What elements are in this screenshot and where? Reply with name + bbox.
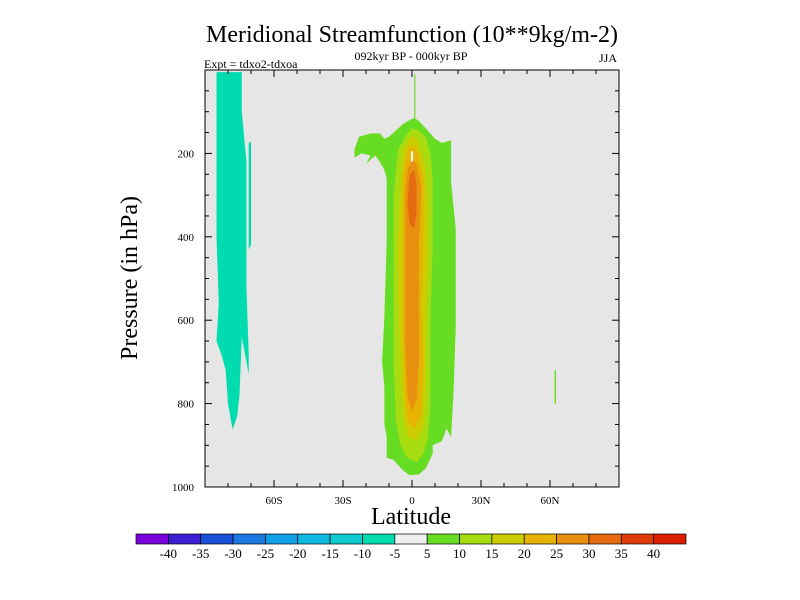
colorbar-label: 15 [485,546,498,561]
colorbar-label: -10 [354,546,371,561]
colorbar-label: -15 [321,546,338,561]
colorbar-label: 10 [453,546,466,561]
colorbar-label: -5 [389,546,400,561]
y-tick-label: 1000 [172,482,195,494]
colorbar-label: 30 [582,546,595,561]
y-axis-label: Pressure (in hPa) [117,196,143,360]
y-tick-label: 400 [178,232,195,244]
chart-title: Meridional Streamfunction (10**9kg/m-2) [206,22,618,48]
contour-region-4 [554,370,556,404]
x-axis-label: Latitude [371,504,451,530]
experiment-label: Expt = tdxo2-tdxoa [204,57,298,71]
colorbar-swatch [491,533,525,545]
colorbar-label: 20 [518,546,531,561]
contour-region-0 [216,72,249,430]
colorbar-swatch [362,533,396,545]
x-axis-ticks: 60S 30S 0 30N 60N [227,70,597,507]
colorbar-label: -40 [160,546,177,561]
colorbar-swatch [135,533,169,545]
contour-region-8 [405,158,422,412]
colorbar-swatch [588,533,622,545]
contour-region-3 [414,74,416,118]
colorbar-swatch [459,533,493,545]
chart-subtitle: 092kyr BP - 000kyr BP [355,49,468,63]
y-tick-label: 200 [178,148,195,160]
colorbar-label: -30 [224,546,241,561]
x-tick-label: 60N [541,495,560,507]
colorbar-label: -35 [192,546,209,561]
x-tick-label: 30S [334,495,351,507]
colorbar-label: -25 [257,546,274,561]
colorbar-label: 40 [647,546,660,561]
colorbar-label: 35 [615,546,628,561]
colorbar-swatch [653,533,687,545]
colorbar-label: 25 [550,546,563,561]
y-axis-ticks: 200 400 600 800 1000 [172,90,619,494]
contour-region-1 [248,141,251,250]
colorbar-swatch [426,533,460,545]
y-tick-label: 600 [178,315,195,327]
colorbar-swatch [232,533,266,545]
x-tick-label: 0 [409,495,415,507]
colorbar-swatch [297,533,331,545]
contour-regions [216,72,556,476]
colorbar: -40 -35 -30 -25 -20 -15 -10 -5 5 10 15 20 25 30 35 40 [135,533,687,561]
season-label: JJA [599,51,617,65]
colorbar-swatch [168,533,202,545]
colorbar-swatch [620,533,654,545]
colorbar-swatch [523,533,557,545]
colorbar-label: 5 [424,546,431,561]
y-tick-label: 800 [178,399,195,411]
colorbar-swatch [200,533,234,545]
x-tick-label: 30N [472,495,491,507]
contour-region-10 [410,151,414,162]
colorbar-swatch [394,533,428,545]
colorbar-swatch [265,533,299,545]
colorbar-label: -20 [289,546,306,561]
x-tick-label: 60S [265,495,282,507]
colorbar-swatch [329,533,363,545]
contour-region-9 [407,170,417,229]
colorbar-swatch [556,533,590,545]
